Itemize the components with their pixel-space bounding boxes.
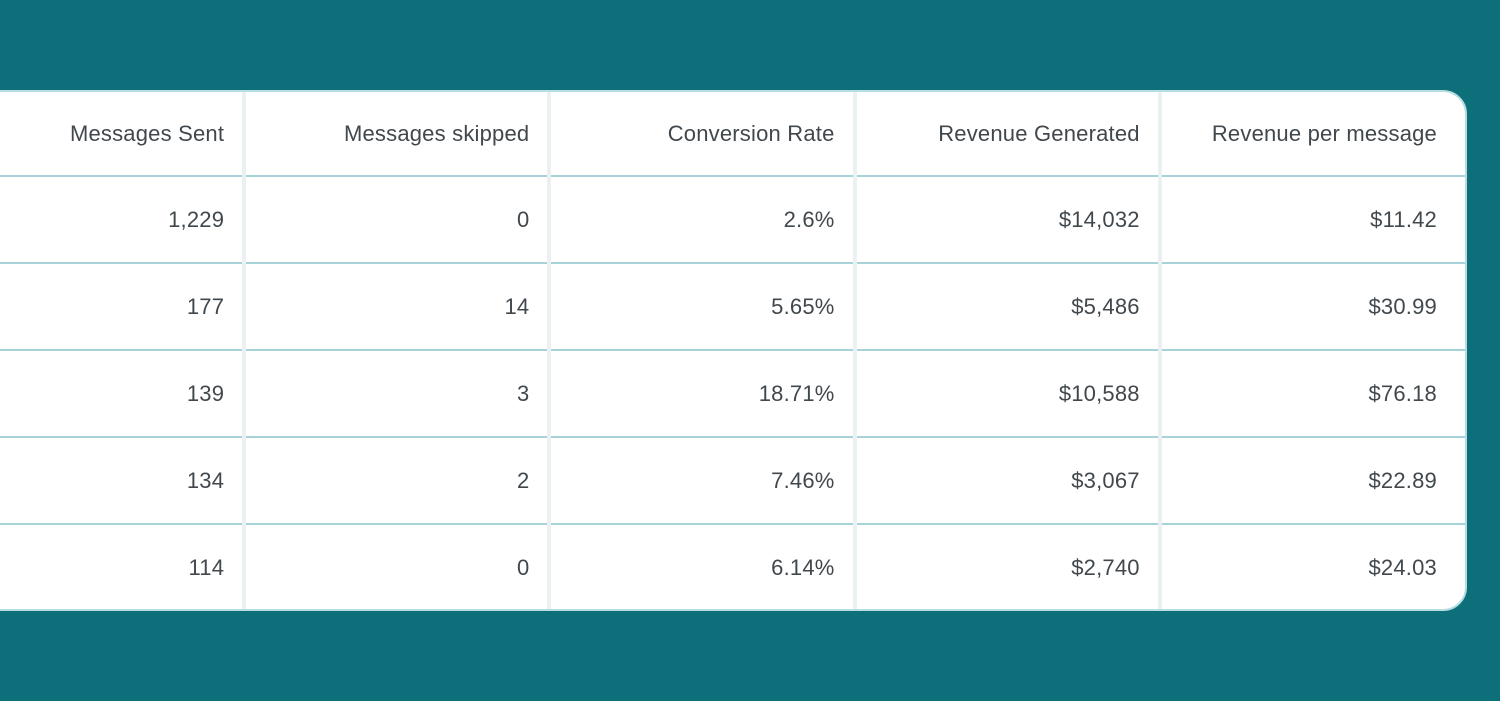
table-cell-conversion-rate: 6.14% bbox=[547, 523, 855, 609]
table-cell-messages-skipped: 14 bbox=[242, 262, 550, 350]
table-row: 177 14 5.65% $5,486 $30.99 bbox=[0, 262, 1465, 350]
table-cell-revenue-per-message: $76.18 bbox=[1157, 349, 1465, 437]
table-cell-messages-sent: 134 bbox=[0, 436, 245, 524]
table-cell-conversion-rate: 7.46% bbox=[547, 436, 855, 524]
column-header-revenue-generated: Revenue Generated bbox=[852, 92, 1160, 176]
table-cell-revenue-per-message: $11.42 bbox=[1157, 175, 1465, 263]
table-cell-conversion-rate: 5.65% bbox=[547, 262, 855, 350]
table-cell-messages-sent: 114 bbox=[0, 523, 245, 609]
table-cell-messages-sent: 139 bbox=[0, 349, 245, 437]
stats-table: Messages Sent Messages skipped Conversio… bbox=[0, 92, 1465, 609]
table-cell-messages-skipped: 3 bbox=[242, 349, 550, 437]
table-cell-messages-sent: 1,229 bbox=[0, 175, 245, 263]
table-cell-revenue-per-message: $24.03 bbox=[1157, 523, 1465, 609]
column-header-messages-sent: Messages Sent bbox=[69, 120, 225, 146]
table-cell-revenue-per-message: $30.99 bbox=[1157, 262, 1465, 350]
table-row: 1,229 0 2.6% $14,032 $11.42 bbox=[0, 175, 1465, 263]
column-header-messages-skipped: Messages skipped bbox=[242, 92, 550, 176]
table-cell-revenue-generated: $14,032 bbox=[852, 175, 1160, 263]
table-cell-revenue-generated: $3,067 bbox=[852, 436, 1160, 524]
table-cell-messages-skipped: 0 bbox=[242, 523, 550, 609]
table-cell-revenue-generated: $5,486 bbox=[852, 262, 1160, 350]
table-header-row: Messages Sent Messages skipped Conversio… bbox=[0, 92, 1465, 176]
table-cell-messages-skipped: 0 bbox=[242, 175, 550, 263]
table-cell-revenue-generated: $2,740 bbox=[852, 523, 1160, 609]
column-header-conversion-rate: Conversion Rate bbox=[547, 92, 855, 176]
table-row: 114 0 6.14% $2,740 $24.03 bbox=[0, 523, 1465, 609]
stats-table-card: Messages Sent Messages skipped Conversio… bbox=[0, 90, 1467, 611]
table-cell-revenue-per-message: $22.89 bbox=[1157, 436, 1465, 524]
table-row: 139 3 18.71% $10,588 $76.18 bbox=[0, 349, 1465, 437]
table-cell-conversion-rate: 2.6% bbox=[547, 175, 855, 263]
table-row: 134 2 7.46% $3,067 $22.89 bbox=[0, 436, 1465, 524]
table-cell-messages-skipped: 2 bbox=[242, 436, 550, 524]
table-header: Messages Sent Messages skipped Conversio… bbox=[0, 92, 1465, 176]
table-cell-conversion-rate: 18.71% bbox=[547, 349, 855, 437]
column-header-revenue-per-message: Revenue per message bbox=[1157, 92, 1465, 176]
table-cell-revenue-generated: $10,588 bbox=[852, 349, 1160, 437]
table-cell-messages-sent: 177 bbox=[0, 262, 245, 350]
table-body: 1,229 0 2.6% $14,032 $11.42 177 14 5.65%… bbox=[0, 175, 1465, 609]
